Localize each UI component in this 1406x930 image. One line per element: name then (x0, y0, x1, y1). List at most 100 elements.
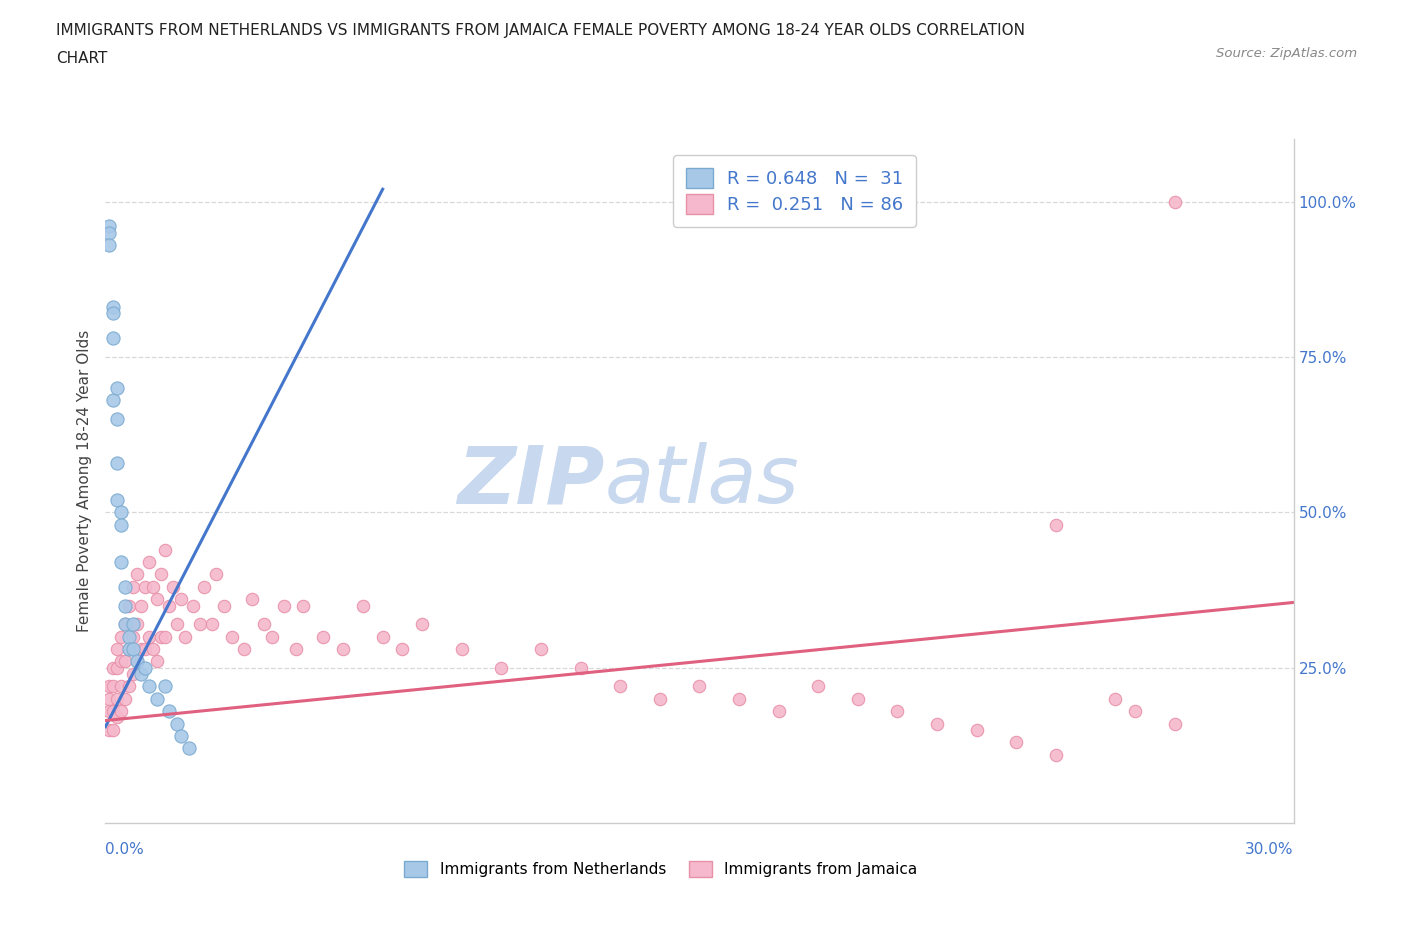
Point (966, 723, 988, 737)
Point (157, 704, 180, 719)
Point (138, 554, 160, 569)
Point (332, 642, 354, 657)
Point (214, 598, 236, 613)
Point (98, 225, 121, 240)
Text: 30.0%: 30.0% (1246, 842, 1294, 857)
Point (240, 591, 263, 606)
Point (103, 679, 125, 694)
Point (110, 517, 132, 532)
Point (118, 642, 141, 657)
Point (530, 642, 553, 657)
Point (105, 493, 128, 508)
Point (129, 598, 152, 613)
Point (689, 679, 711, 694)
Point (273, 598, 295, 613)
Y-axis label: Female Poverty Among 18-24 Year Olds: Female Poverty Among 18-24 Year Olds (76, 330, 91, 632)
Point (846, 691, 869, 706)
Point (103, 393, 125, 408)
Point (253, 617, 276, 631)
Point (122, 642, 145, 657)
Text: atlas: atlas (605, 443, 799, 520)
Point (146, 691, 169, 706)
Point (103, 306, 125, 321)
Point (118, 630, 141, 644)
Point (110, 630, 132, 644)
Point (312, 630, 335, 644)
Point (260, 630, 283, 644)
Point (127, 567, 149, 582)
Point (105, 691, 128, 706)
Point (181, 598, 204, 613)
Point (114, 617, 136, 631)
Point (146, 591, 169, 606)
Point (129, 642, 152, 657)
Point (122, 617, 145, 631)
Point (118, 679, 141, 694)
Legend: R = 0.648   N =  31, R =  0.251   N = 86: R = 0.648 N = 31, R = 0.251 N = 86 (673, 155, 915, 227)
Point (728, 691, 751, 706)
Point (177, 741, 200, 756)
Point (138, 679, 160, 694)
Point (1164, 194, 1187, 209)
Point (127, 654, 149, 669)
Point (1164, 716, 1187, 731)
Point (105, 642, 128, 657)
Point (233, 642, 256, 657)
Point (352, 598, 374, 613)
Text: CHART: CHART (56, 51, 108, 66)
Point (149, 630, 172, 644)
Point (768, 704, 790, 719)
Point (110, 654, 132, 669)
Point (122, 630, 145, 644)
Point (1045, 748, 1067, 763)
Point (110, 554, 132, 569)
Point (98, 679, 121, 694)
Text: Source: ZipAtlas.com: Source: ZipAtlas.com (1216, 46, 1357, 60)
Point (149, 567, 172, 582)
Point (118, 598, 141, 613)
Point (170, 728, 193, 743)
Point (807, 679, 830, 694)
Point (129, 667, 152, 682)
Point (153, 542, 176, 557)
Point (114, 598, 136, 613)
Point (450, 642, 472, 657)
Point (98, 238, 121, 253)
Point (98, 704, 121, 719)
Point (153, 679, 176, 694)
Point (221, 630, 243, 644)
Point (153, 630, 176, 644)
Point (127, 617, 149, 631)
Point (1104, 691, 1126, 706)
Point (173, 630, 195, 644)
Point (166, 716, 188, 731)
Point (122, 579, 145, 594)
Point (162, 579, 184, 594)
Point (138, 630, 160, 644)
Point (105, 455, 128, 470)
Point (886, 704, 908, 719)
Point (134, 579, 156, 594)
Point (292, 598, 315, 613)
Point (103, 704, 125, 719)
Legend: Immigrants from Netherlands, Immigrants from Jamaica: Immigrants from Netherlands, Immigrants … (398, 855, 924, 884)
Point (201, 617, 224, 631)
Point (1123, 704, 1146, 719)
Point (98, 219, 121, 234)
Point (105, 412, 128, 427)
Point (1005, 735, 1028, 750)
Point (925, 716, 948, 731)
Point (157, 598, 180, 613)
Point (170, 591, 193, 606)
Point (1045, 517, 1067, 532)
Point (134, 660, 156, 675)
Point (205, 567, 228, 582)
Point (190, 617, 212, 631)
Text: 0.0%: 0.0% (105, 842, 145, 857)
Point (110, 704, 132, 719)
Point (103, 331, 125, 346)
Point (114, 654, 136, 669)
Point (146, 654, 169, 669)
Point (105, 710, 128, 724)
Point (103, 723, 125, 737)
